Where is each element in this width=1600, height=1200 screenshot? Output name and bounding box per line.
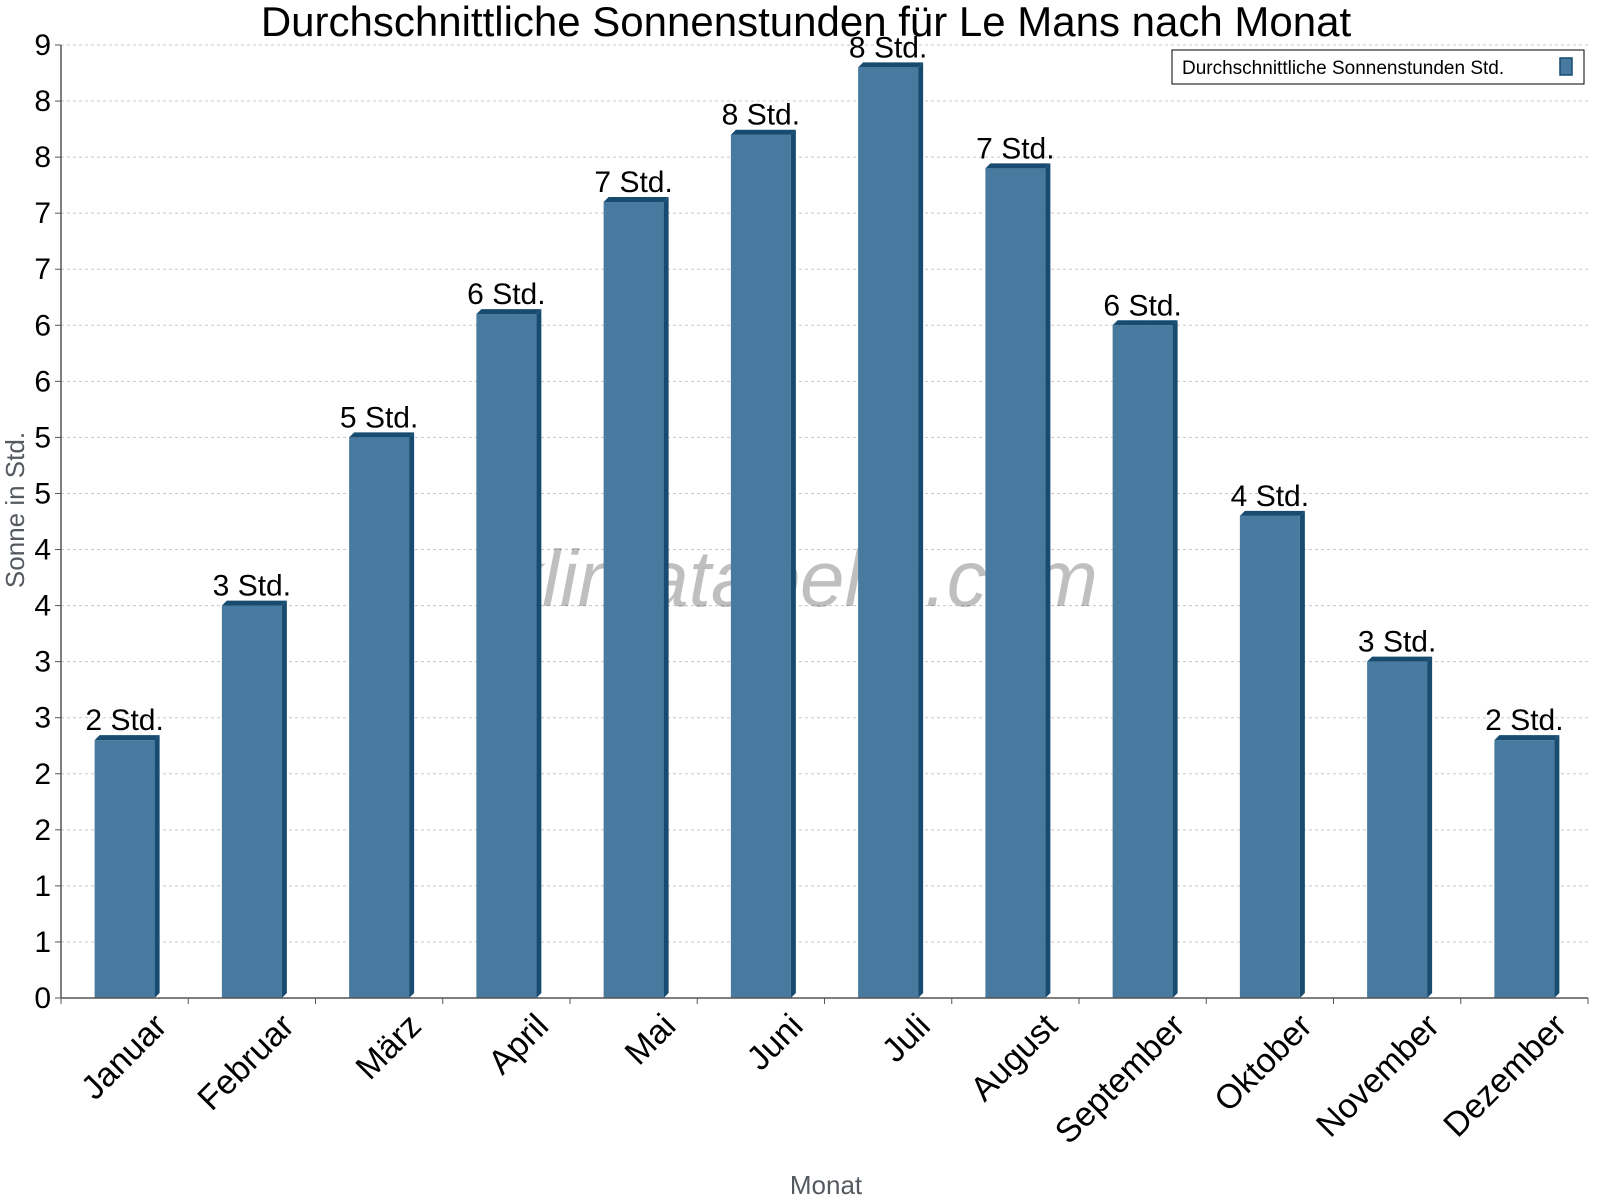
bar-top <box>985 163 1051 169</box>
bar <box>603 201 664 998</box>
bar <box>221 605 282 998</box>
data-label: 4 Std. <box>1231 480 1309 513</box>
y-tick-label: 5 <box>34 421 51 454</box>
x-tick-label: Dezember <box>1436 1007 1574 1145</box>
legend: Durchschnittliche Sonnenstunden Std. <box>1171 49 1585 85</box>
data-label: 2 Std. <box>85 704 163 737</box>
bar-side <box>1554 735 1560 998</box>
data-label: 7 Std. <box>976 132 1054 165</box>
legend-label: Durchschnittliche Sonnenstunden Std. <box>1182 58 1504 79</box>
bar <box>1494 740 1555 998</box>
bar-top <box>1494 735 1560 741</box>
bar <box>349 437 410 999</box>
bar-side <box>1427 656 1433 998</box>
bar-top <box>603 196 669 202</box>
bar-side <box>790 129 796 999</box>
y-tick-label: 2 <box>34 758 51 791</box>
x-tick-label: September <box>1048 1007 1192 1151</box>
data-labels: 2 Std. 3 Std. 5 Std. 6 Std. 7 Std. 8 Std. 8 St… <box>85 31 1563 737</box>
bar-side <box>663 196 669 998</box>
x-tick-label: Juni <box>740 1007 811 1078</box>
y-tick-label: 4 <box>34 590 51 623</box>
y-tick-label: 1 <box>34 870 51 903</box>
x-tick-label: April <box>481 1007 556 1082</box>
x-axis-title: Monat <box>790 1170 863 1200</box>
data-label: 8 Std. <box>722 99 800 132</box>
x-tick-label: Mai <box>618 1007 684 1073</box>
x-tick-label: Februar <box>190 1007 301 1118</box>
bar-top <box>1112 320 1178 326</box>
y-tick-label: 0 <box>34 982 51 1015</box>
bars <box>94 62 1560 999</box>
y-tick-label: 6 <box>34 365 51 398</box>
y-tick-label: 3 <box>34 702 51 735</box>
y-tick-label: 1 <box>34 926 51 959</box>
bar <box>985 168 1046 998</box>
y-tick-label: 7 <box>34 253 51 286</box>
x-tick-label: März <box>348 1007 428 1087</box>
y-ticks: 0 1 1 2 2 3 3 4 4 5 5 6 6 7 7 8 8 9 <box>34 29 61 1015</box>
x-tick-label: August <box>963 1006 1065 1108</box>
bar <box>858 67 919 999</box>
bar <box>94 740 155 998</box>
bar <box>476 314 537 998</box>
x-tick-label: November <box>1309 1007 1447 1145</box>
x-tick-label: Juli <box>875 1007 938 1070</box>
y-tick-label: 6 <box>34 309 51 342</box>
y-tick-label: 3 <box>34 646 51 679</box>
data-label: 7 Std. <box>594 166 672 199</box>
bar-top <box>221 600 287 606</box>
data-label: 3 Std. <box>1358 626 1436 659</box>
x-tick-label: Januar <box>74 1007 174 1107</box>
grid <box>61 44 1588 943</box>
bar <box>1239 515 1300 998</box>
y-tick-label: 4 <box>34 534 51 567</box>
data-label: 6 Std. <box>467 278 545 311</box>
bar-side <box>409 432 415 999</box>
data-label: 3 Std. <box>213 570 291 603</box>
x-ticks: Januar Februar März April Mai Juni Juli AugustS… <box>60 998 1589 1151</box>
y-tick-label: 2 <box>34 814 51 847</box>
y-tick-label: 7 <box>34 197 51 230</box>
y-tick-label: 9 <box>34 29 51 62</box>
legend-swatch <box>1559 57 1573 76</box>
bar-top <box>1239 510 1305 516</box>
bar-side <box>281 600 287 998</box>
bar-side <box>536 309 542 998</box>
bar-top <box>730 129 796 135</box>
bar-side <box>154 735 160 998</box>
bar <box>1112 325 1173 998</box>
chart-title: Durchschnittliche Sonnenstunden für Le M… <box>261 0 1352 45</box>
y-axis-title: Sonne in Std. <box>0 432 30 588</box>
bar-top <box>858 62 924 68</box>
data-label: 8 Std. <box>849 31 927 64</box>
bar-top <box>349 432 415 438</box>
axes <box>60 45 1588 999</box>
bar-side <box>1299 510 1305 998</box>
bar-side <box>918 62 924 999</box>
legend-box <box>1171 49 1585 85</box>
data-label: 2 Std. <box>1485 704 1563 737</box>
data-label: 5 Std. <box>340 401 418 434</box>
y-tick-label: 8 <box>34 85 51 118</box>
bar-side <box>1172 320 1178 998</box>
bar-top <box>1367 656 1433 662</box>
bar-top <box>94 735 160 741</box>
bar-top <box>476 309 542 315</box>
bar <box>1367 661 1428 998</box>
x-tick-label: Oktober <box>1207 1007 1319 1119</box>
data-label: 6 Std. <box>1103 289 1181 322</box>
bar <box>730 134 791 999</box>
y-tick-label: 8 <box>34 141 51 174</box>
y-tick-label: 5 <box>34 477 51 510</box>
bar-side <box>1045 163 1051 998</box>
